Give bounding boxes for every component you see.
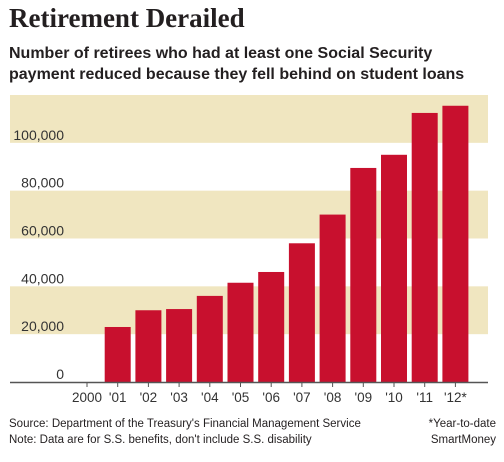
grid-band — [10, 190, 488, 239]
footer-credits: *Year-to-date SmartMoney — [429, 416, 496, 448]
grid-band — [10, 95, 488, 143]
source-note: Source: Department of the Treasury's Fin… — [9, 418, 361, 430]
y-tick-label: 20,000 — [21, 318, 64, 334]
x-tick-label: 2000 — [72, 390, 102, 405]
bar — [442, 105, 469, 382]
y-tick-label: 100,000 — [13, 127, 64, 143]
footer-notes: Source: Department of the Treasury's Fin… — [9, 416, 361, 448]
x-tick-label: '07 — [293, 390, 311, 405]
chart-title: Retirement Derailed — [9, 3, 245, 33]
x-tick-label: '02 — [140, 390, 158, 405]
y-tick-label: 80,000 — [21, 175, 64, 191]
x-tick-label: '01 — [109, 390, 127, 405]
bar — [196, 295, 223, 382]
x-tick-label: '08 — [324, 390, 342, 405]
year-to-date-note: *Year-to-date — [428, 418, 496, 430]
bar — [288, 243, 315, 382]
x-tick-label: '03 — [170, 390, 188, 405]
bar — [135, 310, 162, 382]
x-tick-label: '11 — [416, 390, 433, 405]
data-note: Note: Data are for S.S. benefits, don't … — [9, 434, 312, 446]
x-tick-label: '10 — [385, 390, 403, 405]
bar — [350, 167, 377, 382]
x-tick-label: '09 — [355, 390, 373, 405]
bar — [227, 282, 254, 382]
x-tick-label: '06 — [262, 390, 280, 405]
bar — [411, 112, 438, 382]
chart-subtitle: Number of retirees who had at least one … — [9, 45, 465, 83]
bar — [166, 309, 193, 382]
y-tick-label: 60,000 — [21, 223, 64, 239]
x-tick-label: '04 — [201, 390, 219, 405]
bar — [319, 214, 346, 382]
credit-label: SmartMoney — [430, 434, 496, 446]
x-tick-label: '05 — [232, 390, 250, 405]
x-tick-label: '12* — [444, 390, 468, 405]
bar — [258, 271, 285, 382]
y-tick-label: 40,000 — [21, 270, 64, 286]
bar — [104, 326, 131, 382]
bar — [381, 154, 407, 382]
y-tick-label: 0 — [56, 366, 64, 382]
bar-chart: 0 20,000 40,000 60,000 80,000 100,000 2000 '01 '… — [10, 95, 488, 405]
